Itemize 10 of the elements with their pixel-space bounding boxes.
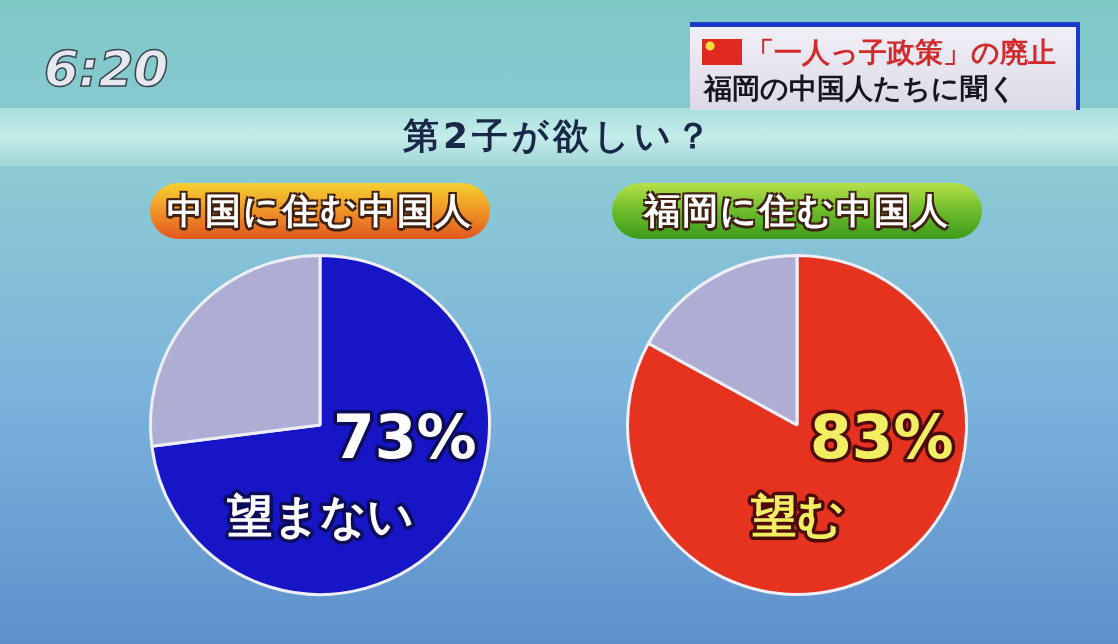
data-label: 83% <box>809 401 954 472</box>
slice-label: 望む <box>750 488 844 543</box>
text: 6:20 <box>44 40 169 98</box>
text: 第2子が欲しい？ <box>401 114 717 158</box>
chart-title: 福岡に住む中国人 <box>612 183 982 239</box>
slice-label: 望まない <box>226 488 414 543</box>
text: 「一人っ子政策」の廃止 <box>746 36 1056 69</box>
data-label: 73% <box>332 401 477 472</box>
text: 福岡の中国人たちに聞く <box>704 72 1017 105</box>
chart-title: 中国に住む中国人 <box>150 183 490 239</box>
